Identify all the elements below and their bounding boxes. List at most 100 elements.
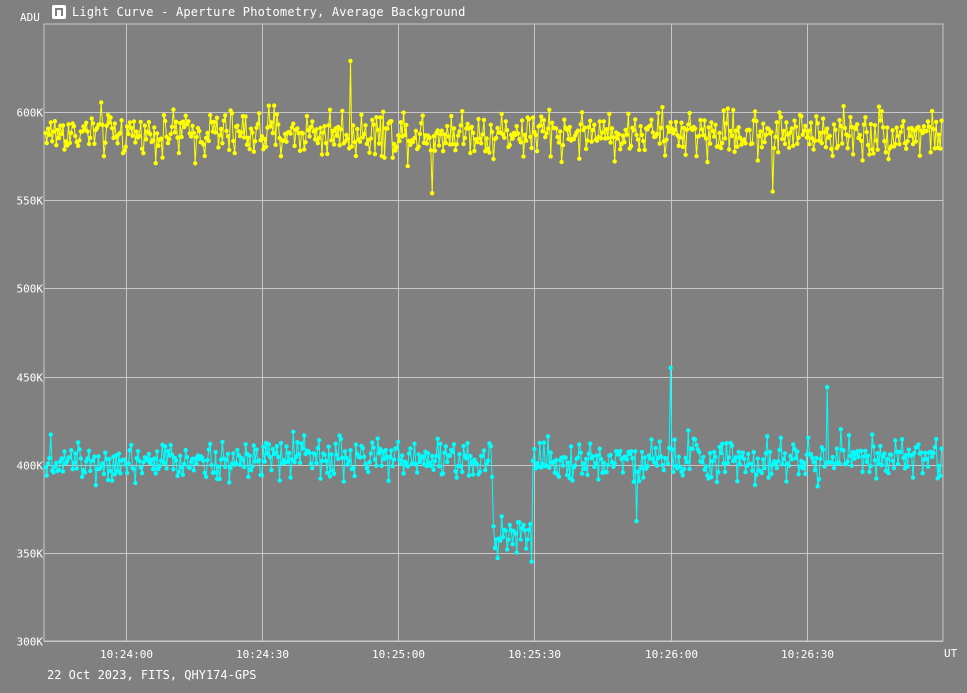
data-point (398, 461, 404, 467)
data-point (295, 126, 300, 131)
data-point (480, 453, 485, 459)
data-point (710, 128, 715, 134)
data-point (537, 440, 542, 446)
data-point (163, 118, 168, 124)
data-point (532, 446, 537, 452)
data-point (728, 128, 733, 134)
data-point (726, 147, 732, 152)
data-point (867, 152, 872, 157)
data-point (150, 467, 156, 472)
data-point (747, 127, 752, 133)
data-point (758, 129, 763, 134)
data-point (334, 133, 340, 138)
data-point (417, 459, 423, 465)
data-point (848, 453, 853, 459)
data-point (424, 463, 429, 469)
data-point (108, 115, 113, 120)
data-point (430, 453, 435, 459)
data-point (212, 470, 217, 475)
data-point (307, 450, 312, 456)
data-point (686, 122, 691, 127)
data-point (432, 148, 438, 153)
data-point (776, 459, 781, 464)
data-point (54, 460, 59, 466)
data-point (589, 139, 594, 144)
data-point (73, 133, 78, 139)
data-point (357, 455, 363, 460)
data-point (518, 140, 523, 145)
data-point (239, 130, 244, 135)
data-point (635, 469, 641, 474)
data-point (436, 143, 442, 148)
light-curve-app-icon[interactable] (52, 5, 66, 19)
data-point (803, 123, 808, 129)
data-point (658, 454, 664, 459)
data-point (183, 447, 188, 453)
data-point (408, 446, 413, 451)
data-point (56, 135, 62, 141)
data-point (558, 129, 563, 134)
data-point (818, 456, 823, 462)
data-point (898, 449, 903, 455)
data-point (739, 142, 744, 147)
data-point (683, 152, 688, 157)
data-point (402, 132, 408, 138)
data-point (206, 138, 211, 144)
data-point (931, 450, 936, 456)
data-point (814, 114, 819, 119)
data-point (438, 132, 443, 137)
data-point (470, 472, 476, 477)
data-point (936, 463, 942, 468)
data-point (420, 113, 425, 118)
data-point (793, 455, 799, 461)
data-point (378, 446, 383, 452)
data-point (923, 450, 928, 455)
data-point (718, 450, 724, 456)
data-point (307, 134, 312, 139)
data-point (521, 154, 526, 159)
data-point (451, 126, 457, 131)
data-point (477, 136, 483, 141)
data-point (822, 130, 827, 135)
series-upper (43, 58, 944, 196)
data-point (242, 464, 247, 470)
data-point (514, 124, 519, 129)
data-point (190, 123, 195, 128)
data-point (890, 458, 895, 464)
data-point (48, 432, 53, 437)
data-point (248, 126, 254, 131)
data-point (564, 127, 570, 132)
data-point (592, 122, 597, 127)
data-point (389, 448, 394, 453)
data-point (776, 150, 781, 155)
data-point (202, 153, 207, 159)
data-point (338, 127, 344, 132)
data-point (152, 456, 157, 461)
data-point (273, 142, 278, 147)
data-point (71, 460, 77, 465)
data-point (910, 141, 916, 147)
data-point (560, 142, 566, 148)
data-point (740, 450, 745, 455)
data-point (146, 451, 152, 457)
data-point (173, 458, 179, 463)
data-point (78, 456, 84, 461)
data-point (585, 472, 590, 478)
data-point (187, 465, 192, 471)
data-point (270, 446, 275, 452)
data-point (786, 145, 792, 150)
data-point (142, 123, 147, 128)
y-tick-label: 500K (17, 283, 44, 296)
data-point (491, 524, 496, 529)
data-point (773, 134, 778, 139)
data-point (154, 449, 160, 454)
data-point (359, 112, 364, 118)
data-point (375, 436, 380, 441)
data-point (925, 464, 931, 469)
data-point (314, 127, 319, 132)
data-point (660, 462, 665, 468)
data-point (624, 132, 630, 137)
data-point (774, 120, 779, 125)
data-point (834, 446, 839, 451)
data-point (642, 455, 647, 460)
